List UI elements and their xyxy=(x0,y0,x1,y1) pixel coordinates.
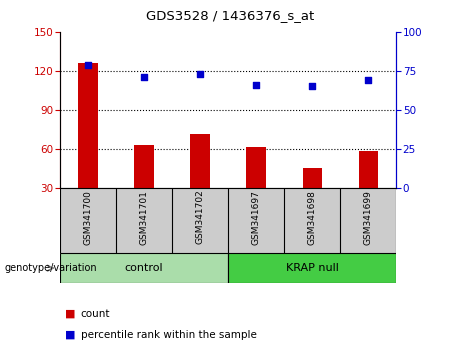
Text: GSM341701: GSM341701 xyxy=(140,190,148,245)
Point xyxy=(253,82,260,88)
Bar xyxy=(359,151,378,188)
Text: ■: ■ xyxy=(65,330,75,340)
Text: control: control xyxy=(125,263,163,273)
Point xyxy=(140,74,148,80)
Bar xyxy=(78,63,98,188)
Text: percentile rank within the sample: percentile rank within the sample xyxy=(81,330,257,340)
Text: count: count xyxy=(81,309,110,319)
Point xyxy=(196,71,204,77)
Text: GSM341699: GSM341699 xyxy=(364,190,373,245)
Text: genotype/variation: genotype/variation xyxy=(5,263,97,273)
Bar xyxy=(302,168,322,188)
Bar xyxy=(228,253,396,283)
Text: GSM341702: GSM341702 xyxy=(195,190,205,245)
Bar xyxy=(247,147,266,188)
Point xyxy=(84,62,92,67)
Bar xyxy=(190,135,210,188)
Point xyxy=(365,77,372,83)
Bar xyxy=(60,253,228,283)
Text: GDS3528 / 1436376_s_at: GDS3528 / 1436376_s_at xyxy=(147,9,314,22)
Text: GSM341698: GSM341698 xyxy=(308,190,317,245)
Text: ■: ■ xyxy=(65,309,75,319)
Bar xyxy=(134,145,154,188)
Text: GSM341700: GSM341700 xyxy=(83,190,93,245)
Text: GSM341697: GSM341697 xyxy=(252,190,261,245)
Point xyxy=(309,84,316,89)
Text: KRAP null: KRAP null xyxy=(286,263,339,273)
